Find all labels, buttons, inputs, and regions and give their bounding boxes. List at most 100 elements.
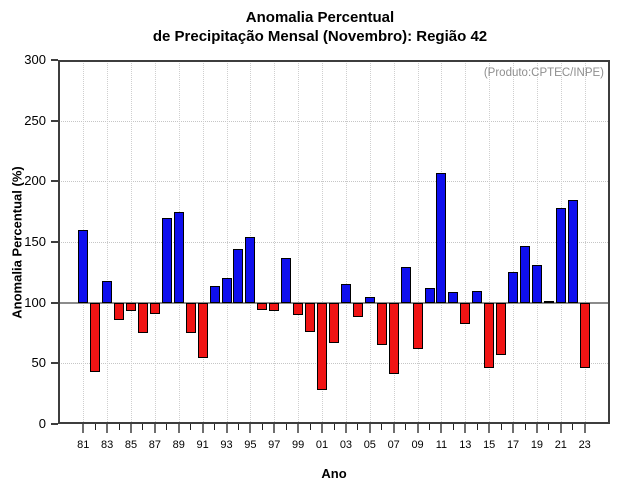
x-gridline-19: [536, 60, 538, 424]
x-gridline-13: [465, 60, 467, 424]
x-tick-label-13: 13: [459, 439, 472, 451]
y-tick-150: [51, 241, 58, 243]
x-tick-21: [559, 424, 562, 433]
bar-1997: [269, 302, 280, 312]
chart-title-line-2: de Precipitação Mensal (Novembro): Regiã…: [152, 28, 488, 45]
x-tick-08: [405, 424, 407, 430]
y-gridline-50: [58, 363, 610, 365]
bar-1986: [137, 302, 148, 333]
bar-2014: [472, 290, 483, 303]
x-tick-05: [368, 424, 371, 433]
x-tick-96: [261, 424, 263, 430]
x-tick-12: [452, 424, 454, 430]
x-tick-01: [321, 424, 324, 433]
x-tick-85: [130, 424, 133, 433]
y-gridline-150: [58, 242, 610, 243]
x-tick-88: [166, 424, 168, 430]
x-tick-02: [333, 424, 335, 430]
bar-2017: [508, 272, 519, 303]
x-gridline-83: [107, 60, 109, 424]
bar-2013: [460, 302, 471, 325]
x-gridline-85: [131, 60, 133, 424]
x-tick-89: [177, 424, 180, 433]
bar-1999: [293, 302, 304, 315]
x-tick-00: [309, 424, 311, 430]
x-gridline-15: [489, 60, 491, 424]
y-tick-label-250: 250: [24, 112, 46, 128]
x-tick-04: [357, 424, 359, 430]
bar-2006: [376, 302, 387, 346]
bar-1991: [197, 302, 208, 359]
bar-2023: [579, 302, 590, 369]
x-tick-20: [548, 424, 550, 430]
x-tick-95: [249, 424, 252, 433]
y-gridline-250: [58, 120, 610, 122]
x-tick-09: [416, 424, 419, 433]
y-tick-label-300: 300: [24, 52, 46, 67]
x-tick-03: [344, 424, 347, 433]
y-tick-label-200: 200: [24, 173, 46, 189]
x-gridline-87: [154, 60, 156, 424]
x-tick-16: [500, 424, 502, 430]
y-tick-0: [51, 423, 58, 425]
x-tick-label-01: 01: [315, 439, 329, 451]
x-tick-23: [583, 424, 586, 433]
y-tick-50: [51, 362, 58, 365]
x-gridline-93: [226, 60, 228, 424]
chart-title: Anomalia Percentual de Precipitação Mens…: [0, 8, 640, 46]
bar-2011: [436, 172, 447, 303]
x-tick-86: [142, 424, 144, 430]
x-gridline-91: [202, 60, 204, 424]
x-gridline-23: [584, 60, 586, 424]
bar-1990: [185, 302, 196, 333]
y-tick-label-50: 50: [31, 355, 46, 371]
x-tick-13: [464, 424, 467, 433]
bar-2021: [555, 208, 566, 303]
bar-2018: [520, 245, 530, 303]
x-tick-label-95: 95: [244, 439, 257, 451]
bar-2010: [424, 288, 435, 303]
x-gridline-17: [513, 60, 515, 424]
x-gridline-01: [322, 60, 324, 424]
x-tick-label-07: 07: [387, 439, 400, 451]
x-tick-label-17: 17: [506, 439, 520, 451]
x-tick-label-15: 15: [483, 439, 496, 451]
x-tick-97: [273, 424, 276, 433]
x-gridline-05: [369, 60, 371, 424]
x-tick-91: [201, 424, 204, 433]
bar-1993: [221, 278, 232, 303]
x-tick-label-87: 87: [148, 439, 162, 451]
bar-1989: [173, 211, 184, 303]
bar-2000: [305, 302, 316, 332]
x-tick-81: [82, 424, 85, 433]
x-tick-14: [476, 424, 478, 430]
x-axis-title: Ano: [321, 466, 347, 481]
x-tick-11: [440, 424, 443, 433]
x-tick-15: [488, 424, 491, 433]
x-tick-87: [153, 424, 156, 433]
x-tick-99: [297, 424, 300, 433]
x-tick-17: [512, 424, 515, 433]
x-tick-90: [190, 424, 192, 430]
chart-title-line-1: Anomalia Percentual: [245, 9, 395, 26]
bar-1984: [114, 302, 125, 320]
bar-2009: [412, 302, 423, 349]
x-tick-94: [237, 424, 239, 430]
bar-2016: [496, 302, 507, 355]
y-gridline-200: [58, 181, 610, 183]
x-tick-label-03: 03: [339, 439, 353, 451]
y-tick-300: [51, 59, 58, 61]
x-tick-label-89: 89: [172, 439, 185, 451]
x-tick-19: [535, 424, 538, 433]
x-tick-93: [225, 424, 228, 433]
y-tick-label-100: 100: [24, 294, 46, 310]
x-gridline-09: [417, 60, 419, 424]
x-tick-22: [572, 424, 574, 430]
bar-1985: [126, 302, 137, 312]
x-tick-label-23: 23: [578, 439, 591, 451]
y-tick-label-0: 0: [38, 416, 46, 431]
y-tick-100: [51, 301, 58, 304]
y-tick-250: [51, 119, 58, 122]
x-tick-label-21: 21: [554, 439, 567, 451]
x-tick-label-93: 93: [220, 439, 233, 451]
